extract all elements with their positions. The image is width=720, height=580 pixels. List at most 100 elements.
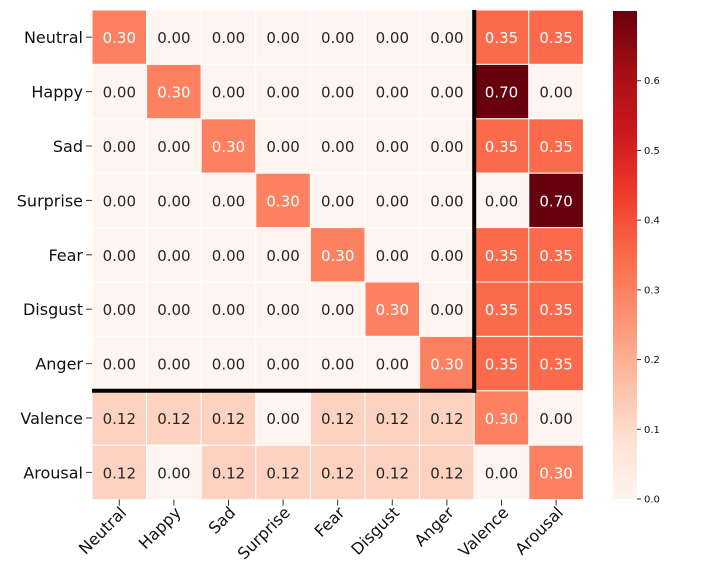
heatmap-cell-valence-disgust [364, 390, 421, 446]
cell-value-label: 0.00 [430, 301, 463, 319]
heatmap-cell-disgust-sad [200, 281, 257, 337]
heatmap-cell-happy-anger [419, 63, 475, 120]
row-label-valence: Valence [20, 409, 83, 428]
heatmap-cells [91, 9, 584, 501]
cell-value-label: 0.00 [103, 192, 136, 210]
row-label-happy: Happy [31, 83, 83, 102]
heatmap-cell-fear-arousal [528, 227, 584, 283]
heatmap-cell-arousal-anger [419, 444, 475, 501]
column-label-fear: Fear [311, 503, 349, 541]
cell-value-label: 0.35 [539, 356, 572, 374]
heatmap-cell-fear-surprise [255, 227, 311, 283]
cell-value-label: 0.00 [376, 84, 409, 102]
row-label-arousal: Arousal [23, 463, 83, 482]
heatmap-cell-disgust-happy [146, 281, 202, 337]
row-label-surprise: Surprise [17, 191, 83, 210]
cell-value-label: 0.35 [485, 29, 518, 47]
cell-value-label: 0.00 [103, 84, 136, 102]
column-label-arousal: Arousal [511, 503, 567, 559]
cell-value-label: 0.00 [485, 464, 518, 482]
cell-value-label: 0.00 [539, 410, 572, 428]
cell-value-label: 0.00 [212, 301, 245, 319]
row-tick-labels: Neutral Happy Sad Surprise Fear Disgust Anger V… [17, 28, 92, 482]
heatmap-cell-arousal-sad [200, 444, 257, 501]
cell-value-label: 0.30 [103, 29, 136, 47]
cell-value-label: 0.70 [485, 84, 518, 102]
column-label-anger: Anger [411, 503, 458, 550]
cell-value-label: 0.00 [430, 192, 463, 210]
cell-value-label: 0.00 [157, 356, 190, 374]
cell-value-label: 0.30 [485, 410, 518, 428]
cell-value-label: 0.12 [430, 464, 463, 482]
cell-value-label: 0.30 [539, 464, 572, 482]
cell-value-label: 0.00 [430, 138, 463, 156]
cell-value-label: 0.00 [321, 192, 354, 210]
cell-value-label: 0.00 [157, 29, 190, 47]
cell-value-label: 0.00 [376, 138, 409, 156]
column-label-happy: Happy [135, 503, 185, 553]
heatmap-cell-arousal-disgust [364, 444, 421, 501]
row-label-neutral: Neutral [24, 28, 83, 47]
colorbar-tick-label: 0.4 [644, 216, 660, 227]
heatmap-cell-disgust-neutral [91, 281, 148, 337]
heatmap-cell-anger-fear [309, 335, 366, 392]
cell-value-label: 0.00 [376, 192, 409, 210]
heatmap-cell-anger-happy [146, 335, 202, 392]
cell-value-label: 0.00 [321, 29, 354, 47]
cell-value-label: 0.00 [157, 247, 190, 265]
cell-value-label: 0.35 [539, 138, 572, 156]
heatmap-cell-arousal-fear [309, 444, 366, 501]
cell-value-label: 0.35 [539, 247, 572, 265]
row-label-disgust: Disgust [23, 300, 83, 319]
heatmap-cell-surprise-happy [146, 172, 202, 229]
cell-value-label: 0.12 [157, 410, 190, 428]
cell-value-label: 0.12 [321, 464, 354, 482]
heatmap-cell-sad-sad [200, 118, 257, 174]
heatmap-cell-sad-surprise [255, 118, 311, 174]
cell-value-label: 0.00 [212, 192, 245, 210]
heatmap-cell-disgust-arousal [528, 281, 584, 337]
cell-value-label: 0.00 [212, 29, 245, 47]
cell-value-label: 0.00 [430, 84, 463, 102]
heatmap-cell-anger-neutral [91, 335, 148, 392]
cell-value-label: 0.30 [157, 84, 190, 102]
heatmap-cell-sad-happy [146, 118, 202, 174]
heatmap-cell-neutral-disgust [364, 9, 421, 65]
cell-value-label: 0.12 [376, 410, 409, 428]
heatmap-cell-neutral-neutral [91, 9, 148, 65]
cell-value-label: 0.00 [103, 247, 136, 265]
cell-value-label: 0.00 [266, 301, 299, 319]
heatmap-cell-valence-fear [309, 390, 366, 446]
colorbar-gradient [613, 11, 637, 499]
cell-value-label: 0.12 [212, 410, 245, 428]
heatmap-cell-happy-neutral [91, 63, 148, 120]
heatmap-cell-happy-fear [309, 63, 366, 120]
colorbar-tick-label: 0.1 [644, 425, 660, 436]
cell-value-label: 0.00 [321, 356, 354, 374]
row-label-fear: Fear [48, 246, 83, 265]
cell-value-label: 0.30 [321, 247, 354, 265]
heatmap-cell-labels: 0.30 0.00 0.00 0.00 0.00 0.00 0.00 0.35 0.35 0.00… [103, 29, 573, 482]
cell-value-label: 0.35 [485, 356, 518, 374]
cell-value-label: 0.00 [376, 29, 409, 47]
column-label-neutral: Neutral [75, 503, 130, 558]
heatmap-cell-happy-sad [200, 63, 257, 120]
cell-value-label: 0.00 [376, 356, 409, 374]
column-label-disgust: Disgust [347, 503, 403, 559]
heatmap-cell-surprise-neutral [91, 172, 148, 229]
cell-value-label: 0.00 [157, 192, 190, 210]
heatmap-cell-disgust-fear [309, 281, 366, 337]
heatmap-cell-disgust-surprise [255, 281, 311, 337]
cell-value-label: 0.00 [212, 247, 245, 265]
cell-value-label: 0.35 [539, 301, 572, 319]
cell-value-label: 0.35 [485, 247, 518, 265]
cell-value-label: 0.35 [539, 29, 572, 47]
heatmap-cell-arousal-arousal [528, 444, 584, 501]
cell-value-label: 0.12 [103, 464, 136, 482]
cell-value-label: 0.00 [212, 84, 245, 102]
colorbar-tick-label: 0.0 [644, 495, 660, 506]
heatmap-cell-valence-arousal [528, 390, 584, 446]
colorbar-tick-label: 0.6 [644, 76, 660, 87]
cell-value-label: 0.30 [376, 301, 409, 319]
